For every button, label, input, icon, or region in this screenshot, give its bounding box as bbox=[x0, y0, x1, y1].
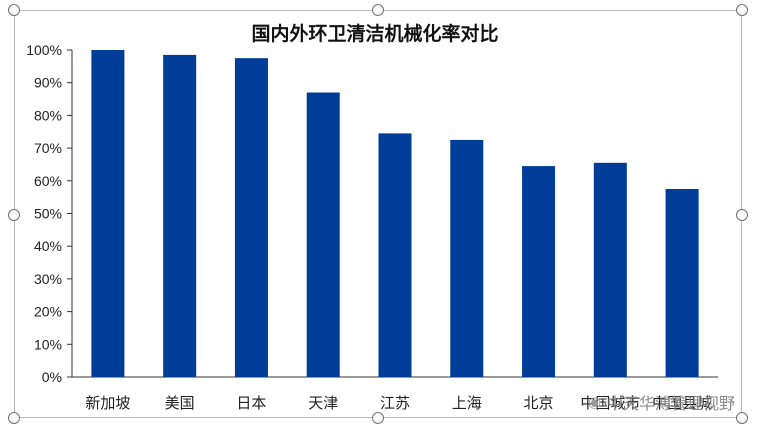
resize-handle-top-right[interactable] bbox=[736, 4, 748, 16]
y-tick-label: 40% bbox=[34, 238, 62, 254]
bar-5 bbox=[378, 133, 412, 377]
watermark: ◉ 中天华溥管理视野 bbox=[588, 390, 735, 414]
y-tick-label: 60% bbox=[34, 173, 62, 189]
resize-handle-bottom[interactable] bbox=[372, 412, 384, 424]
x-tick-label: 美国 bbox=[165, 394, 195, 412]
watermark-text: 中天华溥管理视野 bbox=[606, 394, 735, 413]
bars-group bbox=[91, 50, 699, 378]
y-tick-label: 70% bbox=[34, 140, 62, 156]
bar-6 bbox=[450, 139, 484, 377]
bar-3 bbox=[234, 58, 268, 378]
x-tick-label: 中国城市 bbox=[580, 394, 640, 412]
y-tick-label: 0% bbox=[42, 369, 62, 385]
resize-handle-bottom-left[interactable] bbox=[8, 412, 20, 424]
y-tick-label: 100% bbox=[26, 42, 62, 58]
y-tick-label: 10% bbox=[34, 336, 62, 352]
x-tick-label: 天津 bbox=[308, 394, 338, 412]
x-tick-label: 北京 bbox=[524, 394, 554, 412]
y-tick-labels: 0% 10% 20% 30% 40% 50% 60% 70% 80% 90% 100% bbox=[26, 42, 62, 385]
y-tick-label: 80% bbox=[34, 107, 62, 123]
y-tick-label: 30% bbox=[34, 271, 62, 287]
x-tick-label: 江苏 bbox=[380, 394, 410, 412]
y-tick-label: 90% bbox=[34, 75, 62, 91]
resize-handle-left[interactable] bbox=[8, 209, 20, 221]
bar-2 bbox=[163, 54, 197, 377]
chart-title: 国内外环卫清洁机械化率对比 bbox=[251, 22, 498, 45]
y-tick-label: 50% bbox=[34, 206, 62, 222]
x-tick-label: 新加坡 bbox=[85, 394, 130, 412]
x-tick-label: 中国县城 bbox=[652, 394, 712, 412]
bar-4 bbox=[306, 92, 340, 377]
x-tick-label: 日本 bbox=[236, 394, 266, 412]
resize-handle-top[interactable] bbox=[372, 4, 384, 16]
resize-handle-top-left[interactable] bbox=[8, 4, 20, 16]
x-tick-labels: 新加坡 美国 日本 天津 江苏 上海 北京 中国城市 中国县城 bbox=[85, 394, 712, 412]
bar-9 bbox=[665, 188, 699, 377]
bar-1 bbox=[91, 50, 125, 377]
x-tick-label: 上海 bbox=[452, 394, 482, 412]
y-tick-label: 20% bbox=[34, 304, 62, 320]
resize-handle-bottom-right[interactable] bbox=[736, 412, 748, 424]
resize-handle-right[interactable] bbox=[736, 209, 748, 221]
bar-7 bbox=[522, 166, 556, 377]
wechat-icon: ◉ bbox=[587, 393, 601, 411]
bar-8 bbox=[593, 162, 627, 377]
